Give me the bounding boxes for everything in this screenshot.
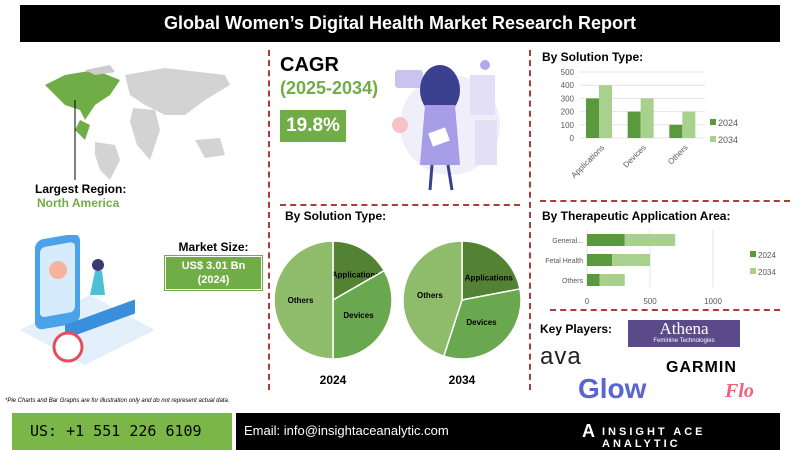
doctor-illustration: [392, 60, 500, 191]
world-map: [45, 65, 230, 180]
x-tick-label: Others: [666, 143, 689, 166]
market-size-box: US$ 3.01 Bn (2024): [164, 255, 263, 291]
pie-slice: [332, 269, 393, 360]
legend-swatch: [750, 268, 756, 274]
pie-slice: [402, 240, 463, 358]
bar: [599, 274, 625, 286]
pie-label: Others: [417, 291, 443, 300]
pie-year-label: 2024: [320, 373, 347, 387]
pie-label: Others: [288, 296, 314, 305]
y-tick-label: 400: [561, 81, 575, 90]
x-tick-label: 0: [585, 297, 590, 306]
pie-slice: [273, 240, 334, 360]
cagr-period: (2025-2034): [280, 78, 379, 98]
cagr-label: CAGR: [280, 54, 339, 76]
footnote: *Pie Charts and Bar Graphs are for illus…: [5, 398, 230, 404]
email-address: Email: info@insightaceanalytic.com: [244, 423, 449, 438]
divider: [540, 200, 790, 202]
athena-logo-subtext: Feminine Technologies: [653, 338, 715, 344]
footer-bar: Email: info@insightaceanalytic.com A INS…: [236, 413, 780, 450]
pie-charts: Applications Devices Others 2024 Application…: [273, 240, 522, 387]
market-size-label: Market Size:: [178, 240, 249, 254]
legend-label: 2024: [758, 251, 776, 260]
bar: [682, 111, 696, 138]
market-size-year: (2024): [197, 274, 230, 286]
divider: [550, 309, 780, 311]
x-tick-label: Devices: [621, 143, 647, 169]
athena-logo-text: Athena: [659, 319, 709, 338]
divider: [529, 50, 531, 390]
pie-label: Devices: [343, 311, 374, 320]
x-tick-label: 1000: [704, 297, 722, 306]
y-tick-label: Others: [562, 278, 584, 285]
x-tick-label: 500: [643, 297, 657, 306]
bar-section-title: By Solution Type:: [542, 50, 644, 64]
pie-slice: [461, 240, 521, 301]
market-size-value: US$ 3.01 Bn: [181, 260, 246, 272]
y-tick-label: General...: [552, 238, 583, 245]
bar: [587, 234, 625, 246]
cagr-value: 19.8%: [280, 110, 346, 142]
glow-logo: Glow: [578, 373, 647, 404]
ava-logo: ava: [540, 343, 582, 370]
legend-label: 2024: [718, 118, 738, 128]
pie-label: Applications: [332, 270, 381, 279]
flo-logo: Flo: [725, 380, 754, 402]
bar: [587, 274, 600, 286]
page-title: Global Women’s Digital Health Market Res…: [20, 5, 780, 42]
pie-slice: [442, 288, 522, 360]
y-tick-label: 200: [561, 108, 575, 117]
bar: [624, 234, 676, 246]
pie-section-title: By Solution Type:: [285, 209, 387, 223]
health-app-illustration: [20, 235, 155, 365]
market-size-card: Market Size: US$ 3.01 Bn (2024): [164, 240, 263, 291]
y-tick-label: 500: [561, 68, 575, 77]
bar: [587, 254, 613, 266]
bar: [599, 85, 612, 138]
athena-logo: Athena Feminine Technologies: [628, 320, 740, 347]
pie-label: Devices: [466, 318, 497, 327]
x-tick-label: Applications: [569, 143, 606, 180]
legend-swatch: [710, 136, 716, 142]
y-tick-label: 300: [561, 94, 575, 103]
region-value: North America: [37, 196, 120, 210]
legend-label: 2034: [758, 268, 776, 277]
y-tick-label: Fetal Health: [545, 258, 583, 265]
bar: [640, 98, 654, 138]
pie-slice: [332, 240, 386, 302]
legend-swatch: [710, 119, 716, 125]
bar: [612, 254, 650, 266]
solution-bar-chart: 0 100 200 300 400 500 Applications Devices Other…: [561, 68, 738, 180]
bar: [627, 111, 641, 138]
hbar-section-title: By Therapeutic Application Area:: [542, 209, 731, 223]
legend-label: 2034: [718, 135, 738, 145]
pie-label: Applications: [465, 273, 514, 282]
key-players-title: Key Players:: [540, 322, 613, 336]
garmin-logo: GARMIN: [666, 359, 737, 376]
bar: [669, 124, 683, 138]
legend-swatch: [750, 251, 756, 257]
bar: [586, 98, 599, 138]
region-label: Largest Region:: [35, 182, 127, 196]
y-tick-label: 100: [561, 121, 575, 130]
brand-name: INSIGHT ACE ANALYTIC: [602, 426, 706, 450]
therapeutic-bar-chart: 0 500 1000 General... Fetal Health Others 2024…: [545, 230, 776, 306]
y-tick-label: 0: [570, 134, 575, 143]
brand-logo-icon: A: [582, 421, 595, 441]
phone-number: US: +1 551 226 6109: [12, 413, 232, 450]
divider: [268, 50, 270, 390]
divider: [280, 204, 520, 206]
pie-year-label: 2034: [449, 373, 476, 387]
